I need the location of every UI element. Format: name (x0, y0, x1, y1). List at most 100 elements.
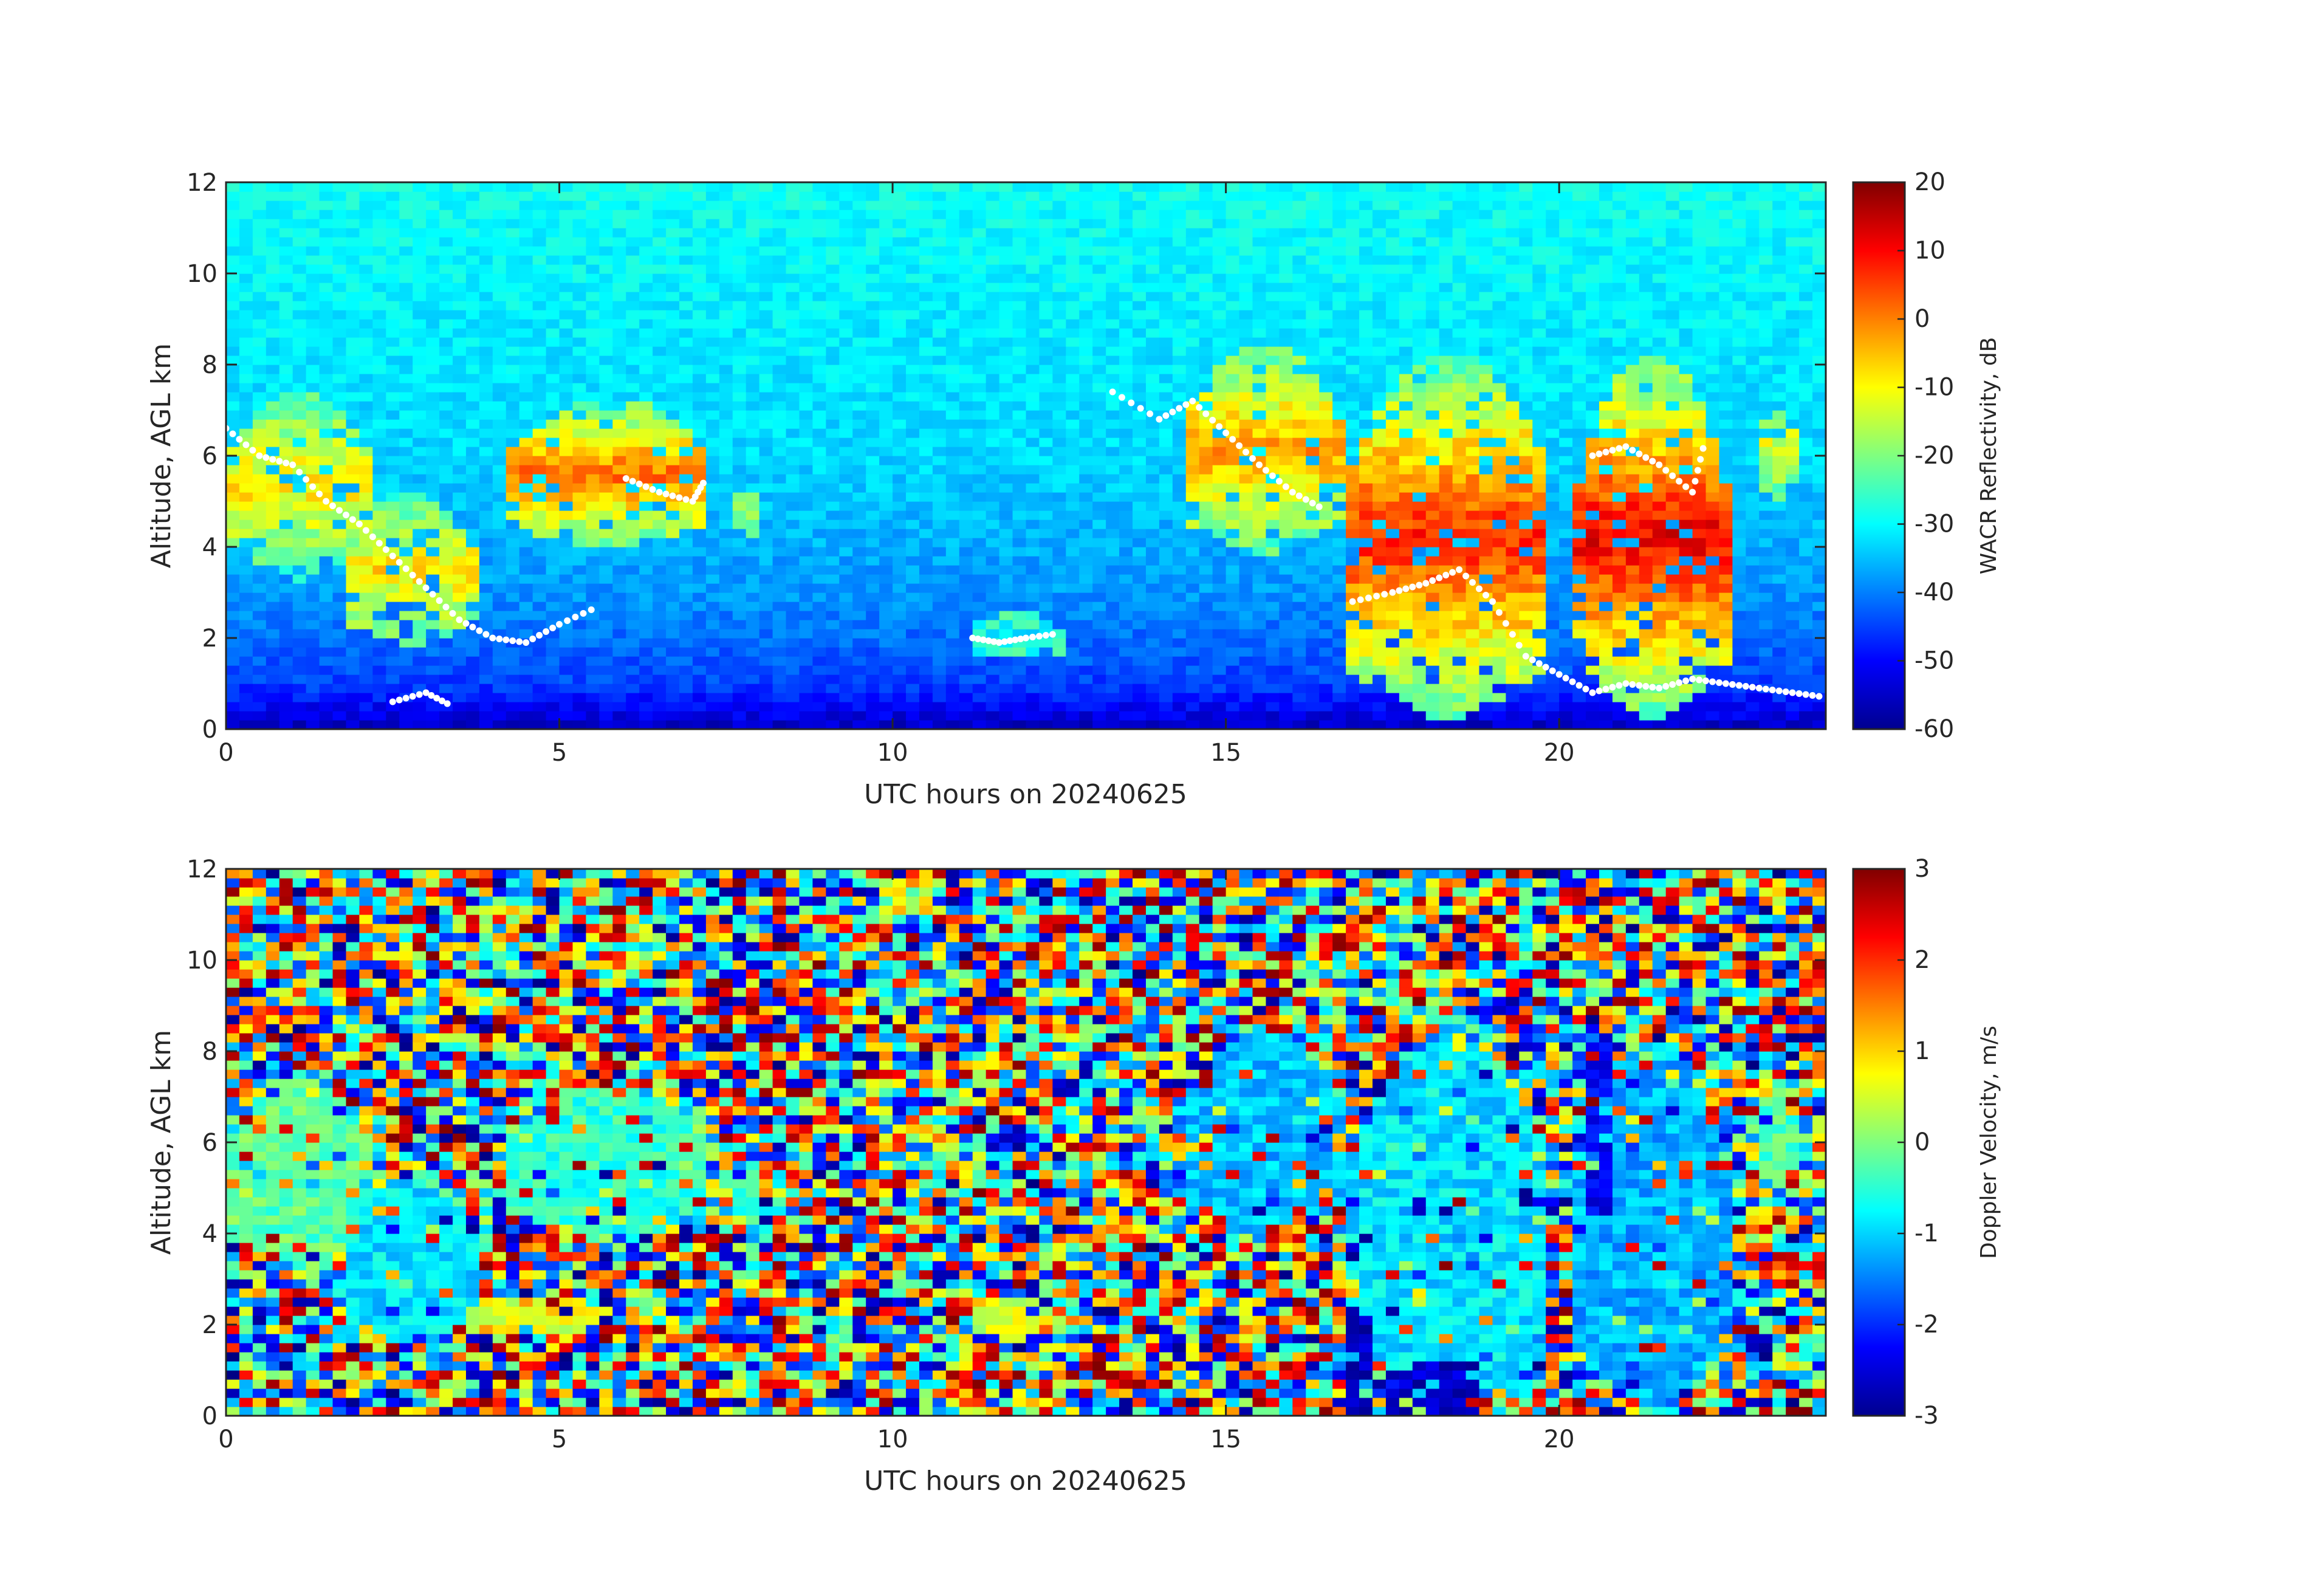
heatmap-cell (1146, 374, 1160, 383)
heatmap-cell (519, 529, 533, 538)
heatmap-cell (226, 474, 240, 484)
heatmap-cell (386, 529, 400, 538)
heatmap-cell (812, 510, 826, 520)
heatmap-cell (320, 547, 334, 557)
heatmap-cell (266, 611, 280, 620)
heatmap-cell (1092, 419, 1106, 429)
heatmap-cell (733, 583, 747, 593)
heatmap-cell (1253, 228, 1267, 238)
heatmap-cell (333, 437, 347, 447)
heatmap-cell (439, 328, 453, 338)
heatmap-cell (706, 301, 720, 310)
heatmap-cell (746, 611, 760, 620)
heatmap-cell (1306, 574, 1320, 584)
heatmap-cell (946, 529, 960, 538)
heatmap-cell (799, 702, 813, 712)
heatmap-cell (1239, 602, 1253, 611)
heatmap-cell (626, 237, 640, 247)
heatmap-cell (1292, 246, 1306, 256)
heatmap-cell (1119, 447, 1133, 456)
heatmap-cell (693, 410, 707, 420)
heatmap-cell (1186, 437, 1200, 447)
heatmap-cell (306, 292, 320, 301)
heatmap-cell (852, 328, 866, 338)
heatmap-cell (1066, 328, 1080, 338)
heatmap-cell (1133, 483, 1147, 493)
heatmap-cell (626, 191, 640, 201)
heatmap-cell (413, 273, 427, 283)
heatmap-cell (253, 529, 267, 538)
heatmap-cell (1119, 437, 1133, 447)
heatmap-cell (1173, 529, 1187, 538)
heatmap-cell (1159, 547, 1173, 557)
heatmap-cell (346, 574, 360, 584)
heatmap-cell (1133, 674, 1147, 684)
heatmap-cell (1226, 483, 1240, 493)
heatmap-cell (839, 693, 853, 702)
heatmap-cell (1213, 392, 1227, 402)
heatmap-cell (679, 474, 693, 484)
heatmap-cell (1039, 656, 1053, 666)
heatmap-cell (639, 355, 653, 365)
heatmap-cell (253, 383, 267, 393)
heatmap-cell (306, 456, 320, 465)
heatmap-cell (986, 410, 1000, 420)
heatmap-cell (253, 492, 267, 502)
heatmap-cell (746, 310, 760, 320)
heatmap-cell (386, 201, 400, 210)
heatmap-cell (1013, 592, 1027, 602)
heatmap-cell (320, 255, 334, 265)
heatmap-cell (320, 310, 334, 320)
heatmap-cell (1092, 538, 1106, 547)
heatmap-cell (439, 428, 453, 438)
heatmap-cell (359, 201, 373, 210)
heatmap-cell (320, 538, 334, 547)
heatmap-cell (372, 191, 386, 201)
heatmap-cell (1199, 355, 1213, 365)
heatmap-cell (879, 483, 893, 493)
heatmap-cell (333, 182, 347, 192)
heatmap-cell (399, 246, 413, 256)
heatmap-cell (1279, 547, 1293, 557)
heatmap-cell (693, 693, 707, 702)
heatmap-cell (839, 702, 853, 712)
heatmap-cell (560, 201, 574, 210)
heatmap-cell (439, 465, 453, 475)
heatmap-cell (439, 219, 453, 228)
heatmap-cell (1013, 337, 1027, 347)
heatmap-cell (919, 456, 933, 465)
heatmap-cell (1279, 264, 1293, 274)
heatmap-cell (653, 647, 667, 657)
heatmap-cell (1079, 520, 1093, 529)
heatmap-cell (946, 520, 960, 529)
heatmap-cell (786, 665, 800, 675)
heatmap-cell (1279, 337, 1293, 347)
heatmap-cell (293, 365, 307, 374)
heatmap-cell (372, 693, 386, 702)
heatmap-cell (1239, 337, 1253, 347)
heatmap-cell (759, 693, 773, 702)
heatmap-cell (346, 629, 360, 639)
heatmap-cell (1159, 273, 1173, 283)
heatmap-cell (439, 583, 453, 593)
heatmap-cell (693, 529, 707, 538)
heatmap-cell (1186, 510, 1200, 520)
heatmap-cell (1066, 419, 1080, 429)
heatmap-cell (826, 310, 840, 320)
heatmap-cell (453, 201, 467, 210)
heatmap-cell (572, 684, 586, 693)
heatmap-cell (852, 383, 866, 393)
heatmap-cell (453, 437, 467, 447)
heatmap-cell (386, 355, 400, 365)
heatmap-cell (1146, 656, 1160, 666)
heatmap-cell (453, 328, 467, 338)
heatmap-cell (239, 355, 253, 365)
heatmap-cell (666, 210, 680, 219)
heatmap-cell (1013, 292, 1027, 301)
heatmap-cell (906, 219, 920, 228)
heatmap-cell (572, 465, 586, 475)
heatmap-cell (812, 665, 826, 675)
heatmap-cell (893, 684, 907, 693)
heatmap-cell (1266, 419, 1280, 429)
heatmap-cell (1026, 191, 1040, 201)
